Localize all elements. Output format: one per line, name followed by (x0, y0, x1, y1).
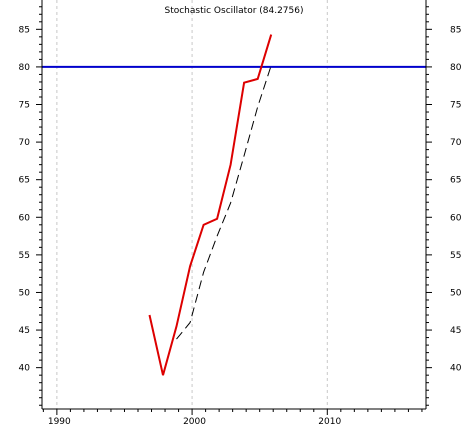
y-tick-label-right-60: 60 (450, 213, 462, 223)
y-tick-label-left-40: 40 (19, 364, 31, 374)
y-tick-label-left-65: 65 (19, 176, 30, 186)
grid-lines (56, 0, 328, 409)
y-tick-label-right-65: 65 (450, 176, 461, 186)
y-tick-label-right-80: 80 (450, 63, 462, 73)
y-tick-label-left-70: 70 (19, 138, 31, 148)
stochastic-k-line (148, 34, 273, 376)
y-tick-label-left-85: 85 (19, 25, 30, 35)
y-tick-label-right-40: 40 (450, 364, 462, 374)
y-tick-label-left-75: 75 (19, 101, 30, 111)
y-tick-label-left-50: 50 (19, 288, 31, 298)
y-tick-label-right-75: 75 (450, 101, 461, 111)
y-tick-label-left-80: 80 (19, 63, 31, 73)
chart-title: Stochastic Oscillator (84.2756) (164, 6, 303, 16)
y-tick-label-right-45: 45 (450, 326, 461, 336)
stochastic-d-line (176, 65, 272, 340)
x-tick-label-1990: 1990 (48, 417, 71, 427)
y-tick-label-right-70: 70 (450, 138, 462, 148)
y-tick-label-right-85: 85 (450, 25, 461, 35)
y-tick-label-right-50: 50 (450, 288, 462, 298)
axes-layer: 40 40 45 45 50 50 55 55 60 60 65 65 70 70 75 75 80 80 85 85… (19, 0, 462, 427)
x-tick-label-2000: 2000 (183, 417, 206, 427)
y-tick-label-right-55: 55 (450, 251, 461, 261)
y-tick-label-left-60: 60 (19, 213, 31, 223)
y-tick-label-left-45: 45 (19, 326, 30, 336)
x-tick-label-2010: 2010 (318, 417, 341, 427)
series-layer (148, 34, 273, 376)
y-tick-label-left-55: 55 (19, 251, 30, 261)
